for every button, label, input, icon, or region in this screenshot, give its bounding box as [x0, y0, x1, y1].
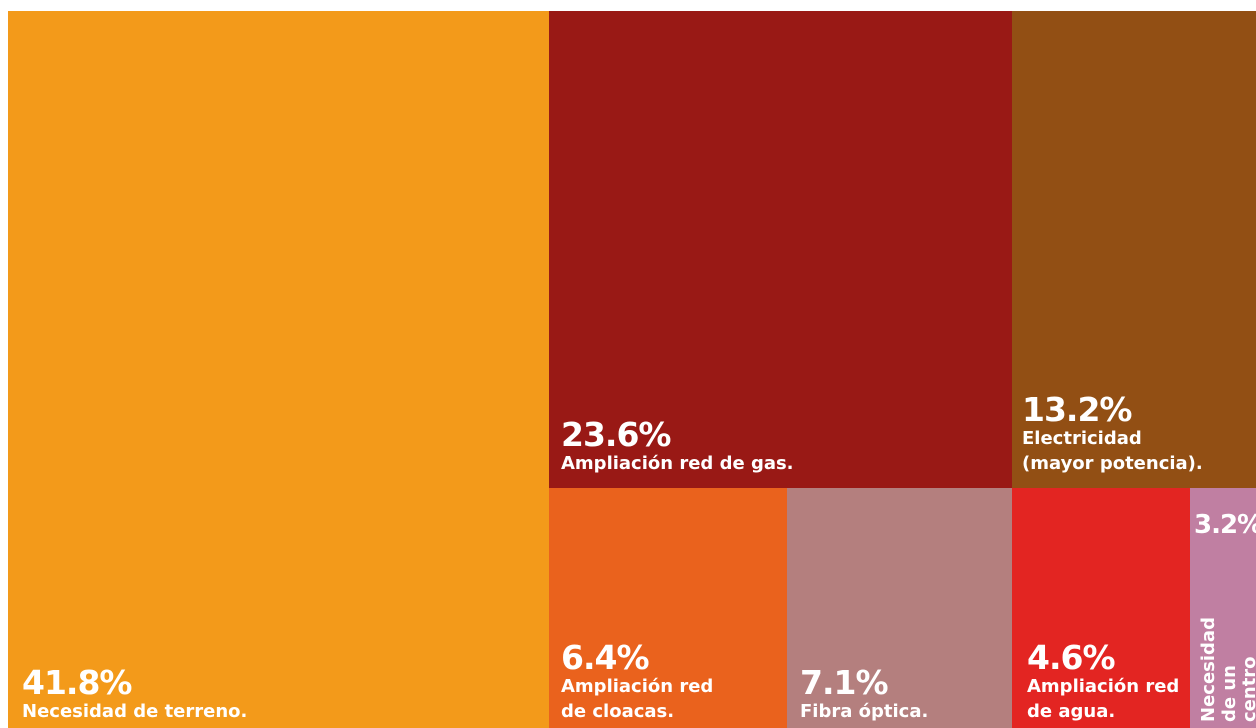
tile-fibra: 7.1% Fibra óptica.	[787, 488, 1012, 728]
tile-terreno-label: Necesidad de terreno.	[22, 700, 248, 722]
tile-electricidad-percent: 13.2%	[1022, 389, 1132, 429]
tile-logistico-label: Necesidad de un centro logístico	[1198, 617, 1256, 722]
tile-gas: 23.6% Ampliación red de gas.	[549, 11, 1012, 488]
tile-agua: 4.6% Ampliación red de agua.	[1012, 488, 1190, 728]
tile-logistico-percent: 3.2%	[1194, 510, 1256, 540]
tile-agua-label: Ampliación red de agua.	[1027, 675, 1180, 722]
tile-agua-percent: 4.6%	[1027, 637, 1116, 677]
tile-cloacas: 6.4% Ampliación red de cloacas.	[549, 488, 787, 728]
tile-cloacas-label: Ampliación red de cloacas.	[561, 675, 714, 722]
tile-fibra-label: Fibra óptica.	[800, 700, 929, 722]
tile-cloacas-percent: 6.4%	[561, 637, 650, 677]
tile-terreno-percent: 41.8%	[22, 662, 133, 702]
tile-gas-percent: 23.6%	[561, 414, 671, 454]
tile-electricidad: 13.2% Electricidad (mayor potencia).	[1012, 11, 1256, 488]
tile-fibra-percent: 7.1%	[800, 662, 889, 702]
tile-gas-label: Ampliación red de gas.	[561, 452, 794, 474]
tile-logistico: 3.2% Necesidad de un centro logístico	[1190, 488, 1256, 728]
tile-electricidad-label: Electricidad (mayor potencia).	[1022, 427, 1203, 474]
tile-terreno: 41.8% Necesidad de terreno.	[8, 11, 549, 728]
